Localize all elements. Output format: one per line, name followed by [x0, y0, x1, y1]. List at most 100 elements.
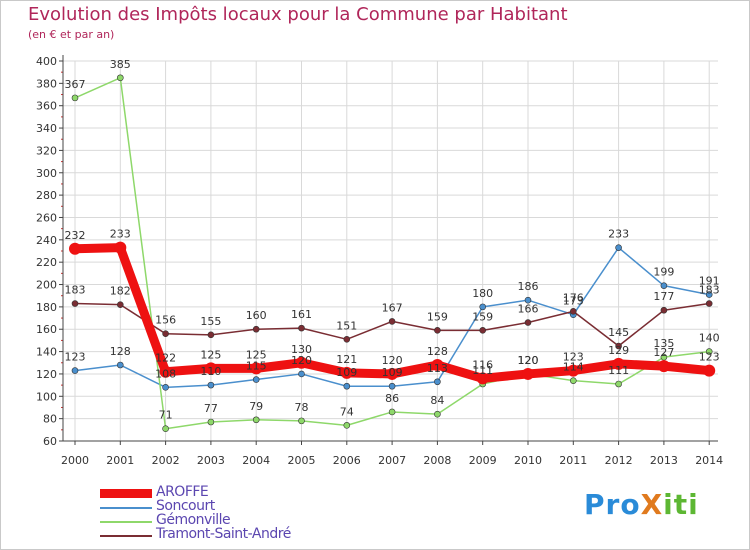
x-tick-label: 2000 — [61, 454, 89, 467]
data-label-g-monville: 385 — [110, 58, 131, 71]
data-point-tramont-saint-andr- — [660, 306, 668, 314]
x-tick-label: 2006 — [333, 454, 361, 467]
data-label-aroffe: 129 — [608, 344, 629, 357]
data-point-soncourt — [615, 244, 622, 251]
data-point-tramont-saint-andr- — [343, 335, 351, 343]
data-label-aroffe: 121 — [336, 353, 357, 366]
y-tick-label: 120 — [36, 368, 57, 381]
data-label-aroffe: 130 — [291, 343, 312, 356]
y-tick-label: 300 — [36, 167, 57, 180]
x-tick-label: 2005 — [288, 454, 316, 467]
data-point-g-monville — [71, 94, 79, 102]
data-label-aroffe: 233 — [110, 228, 131, 241]
logo-part-pro: Pro — [584, 488, 641, 521]
data-point-g-monville — [569, 377, 577, 384]
data-label-tramont-saint-andr-: 183 — [699, 284, 720, 297]
data-point-soncourt — [207, 381, 215, 389]
x-tick-label: 2004 — [242, 454, 270, 467]
chart-subtitle: (en € et par an) — [28, 28, 115, 41]
data-point-aroffe — [703, 364, 716, 377]
x-tick-label: 2007 — [378, 454, 406, 467]
data-point-tramont-saint-andr- — [524, 319, 532, 326]
y-tick-label: 380 — [36, 77, 57, 90]
data-point-aroffe — [114, 241, 127, 254]
data-point-aroffe — [522, 367, 534, 380]
data-label-g-monville: 114 — [563, 361, 584, 374]
data-label-aroffe: 125 — [200, 348, 221, 361]
data-label-tramont-saint-andr-: 183 — [65, 284, 86, 297]
data-point-soncourt — [705, 291, 713, 298]
data-label-tramont-saint-andr-: 159 — [472, 310, 493, 323]
data-label-soncourt: 191 — [699, 275, 720, 288]
data-point-tramont-saint-andr- — [434, 327, 441, 334]
x-tick-label: 2010 — [514, 454, 542, 467]
data-label-g-monville: 71 — [159, 409, 173, 422]
data-label-aroffe: 116 — [472, 358, 493, 371]
data-point-g-monville — [207, 418, 215, 426]
logo-part-x: X — [640, 488, 664, 521]
data-point-soncourt — [162, 384, 169, 391]
data-point-g-monville — [434, 410, 441, 418]
y-tick-label: 320 — [36, 144, 57, 157]
data-label-soncourt: 199 — [653, 266, 674, 279]
data-point-tramont-saint-andr- — [298, 324, 305, 332]
data-point-soncourt — [71, 367, 79, 374]
y-tick-label: 280 — [36, 189, 57, 202]
data-label-soncourt: 109 — [336, 366, 357, 379]
data-label-soncourt: 173 — [563, 295, 584, 308]
data-point-tramont-saint-andr- — [388, 318, 396, 325]
data-label-aroffe: 125 — [246, 348, 267, 361]
data-point-tramont-saint-andr- — [252, 325, 260, 333]
data-label-g-monville: 111 — [472, 364, 493, 377]
data-label-tramont-saint-andr-: 182 — [110, 285, 131, 298]
data-point-soncourt — [252, 376, 260, 383]
logo-part-iti: iti — [663, 488, 699, 521]
data-label-g-monville: 367 — [65, 78, 86, 91]
x-tick-label: 2014 — [695, 454, 723, 467]
data-label-soncourt: 123 — [65, 351, 86, 364]
y-tick-label: 160 — [36, 323, 57, 336]
legend-swatch — [100, 507, 152, 509]
data-point-tramont-saint-andr- — [705, 300, 713, 307]
data-point-g-monville — [615, 380, 622, 388]
legend-swatch — [100, 535, 152, 537]
data-point-g-monville — [343, 422, 351, 429]
data-point-aroffe — [612, 357, 625, 370]
data-point-g-monville — [298, 417, 305, 425]
y-tick-label: 100 — [36, 390, 57, 403]
y-tick-label: 220 — [36, 256, 57, 269]
data-label-g-monville: 111 — [608, 364, 629, 377]
data-point-g-monville — [705, 348, 713, 355]
y-tick-label: 80 — [43, 413, 57, 426]
x-tick-label: 2003 — [197, 454, 225, 467]
data-point-soncourt — [434, 378, 441, 386]
data-label-tramont-saint-andr-: 167 — [382, 301, 403, 314]
y-tick-label: 360 — [36, 100, 57, 113]
data-label-soncourt: 233 — [608, 228, 629, 241]
y-tick-label: 340 — [36, 122, 57, 135]
x-tick-label: 2001 — [106, 454, 134, 467]
legend-label: Gémonville — [156, 512, 231, 528]
data-point-tramont-saint-andr- — [207, 331, 215, 339]
y-tick-label: 60 — [43, 435, 57, 448]
data-point-aroffe — [69, 242, 81, 255]
data-point-soncourt — [524, 296, 532, 304]
data-point-g-monville — [252, 416, 260, 424]
data-label-g-monville: 135 — [653, 337, 674, 350]
data-point-soncourt — [660, 282, 668, 289]
data-point-g-monville — [162, 425, 169, 433]
data-point-aroffe — [476, 372, 489, 385]
data-point-aroffe — [250, 362, 263, 375]
data-label-soncourt: 186 — [518, 280, 539, 293]
data-point-aroffe — [431, 359, 444, 371]
data-label-g-monville: 77 — [204, 402, 218, 415]
data-point-aroffe — [159, 365, 172, 378]
x-tick-label: 2013 — [650, 454, 678, 467]
data-label-aroffe: 120 — [382, 354, 403, 367]
data-label-soncourt: 109 — [382, 366, 403, 379]
data-point-tramont-saint-andr- — [479, 327, 487, 334]
data-point-tramont-saint-andr- — [162, 330, 169, 338]
data-point-tramont-saint-andr- — [569, 308, 577, 315]
data-label-tramont-saint-andr-: 161 — [291, 308, 312, 321]
data-point-soncourt — [117, 361, 124, 369]
